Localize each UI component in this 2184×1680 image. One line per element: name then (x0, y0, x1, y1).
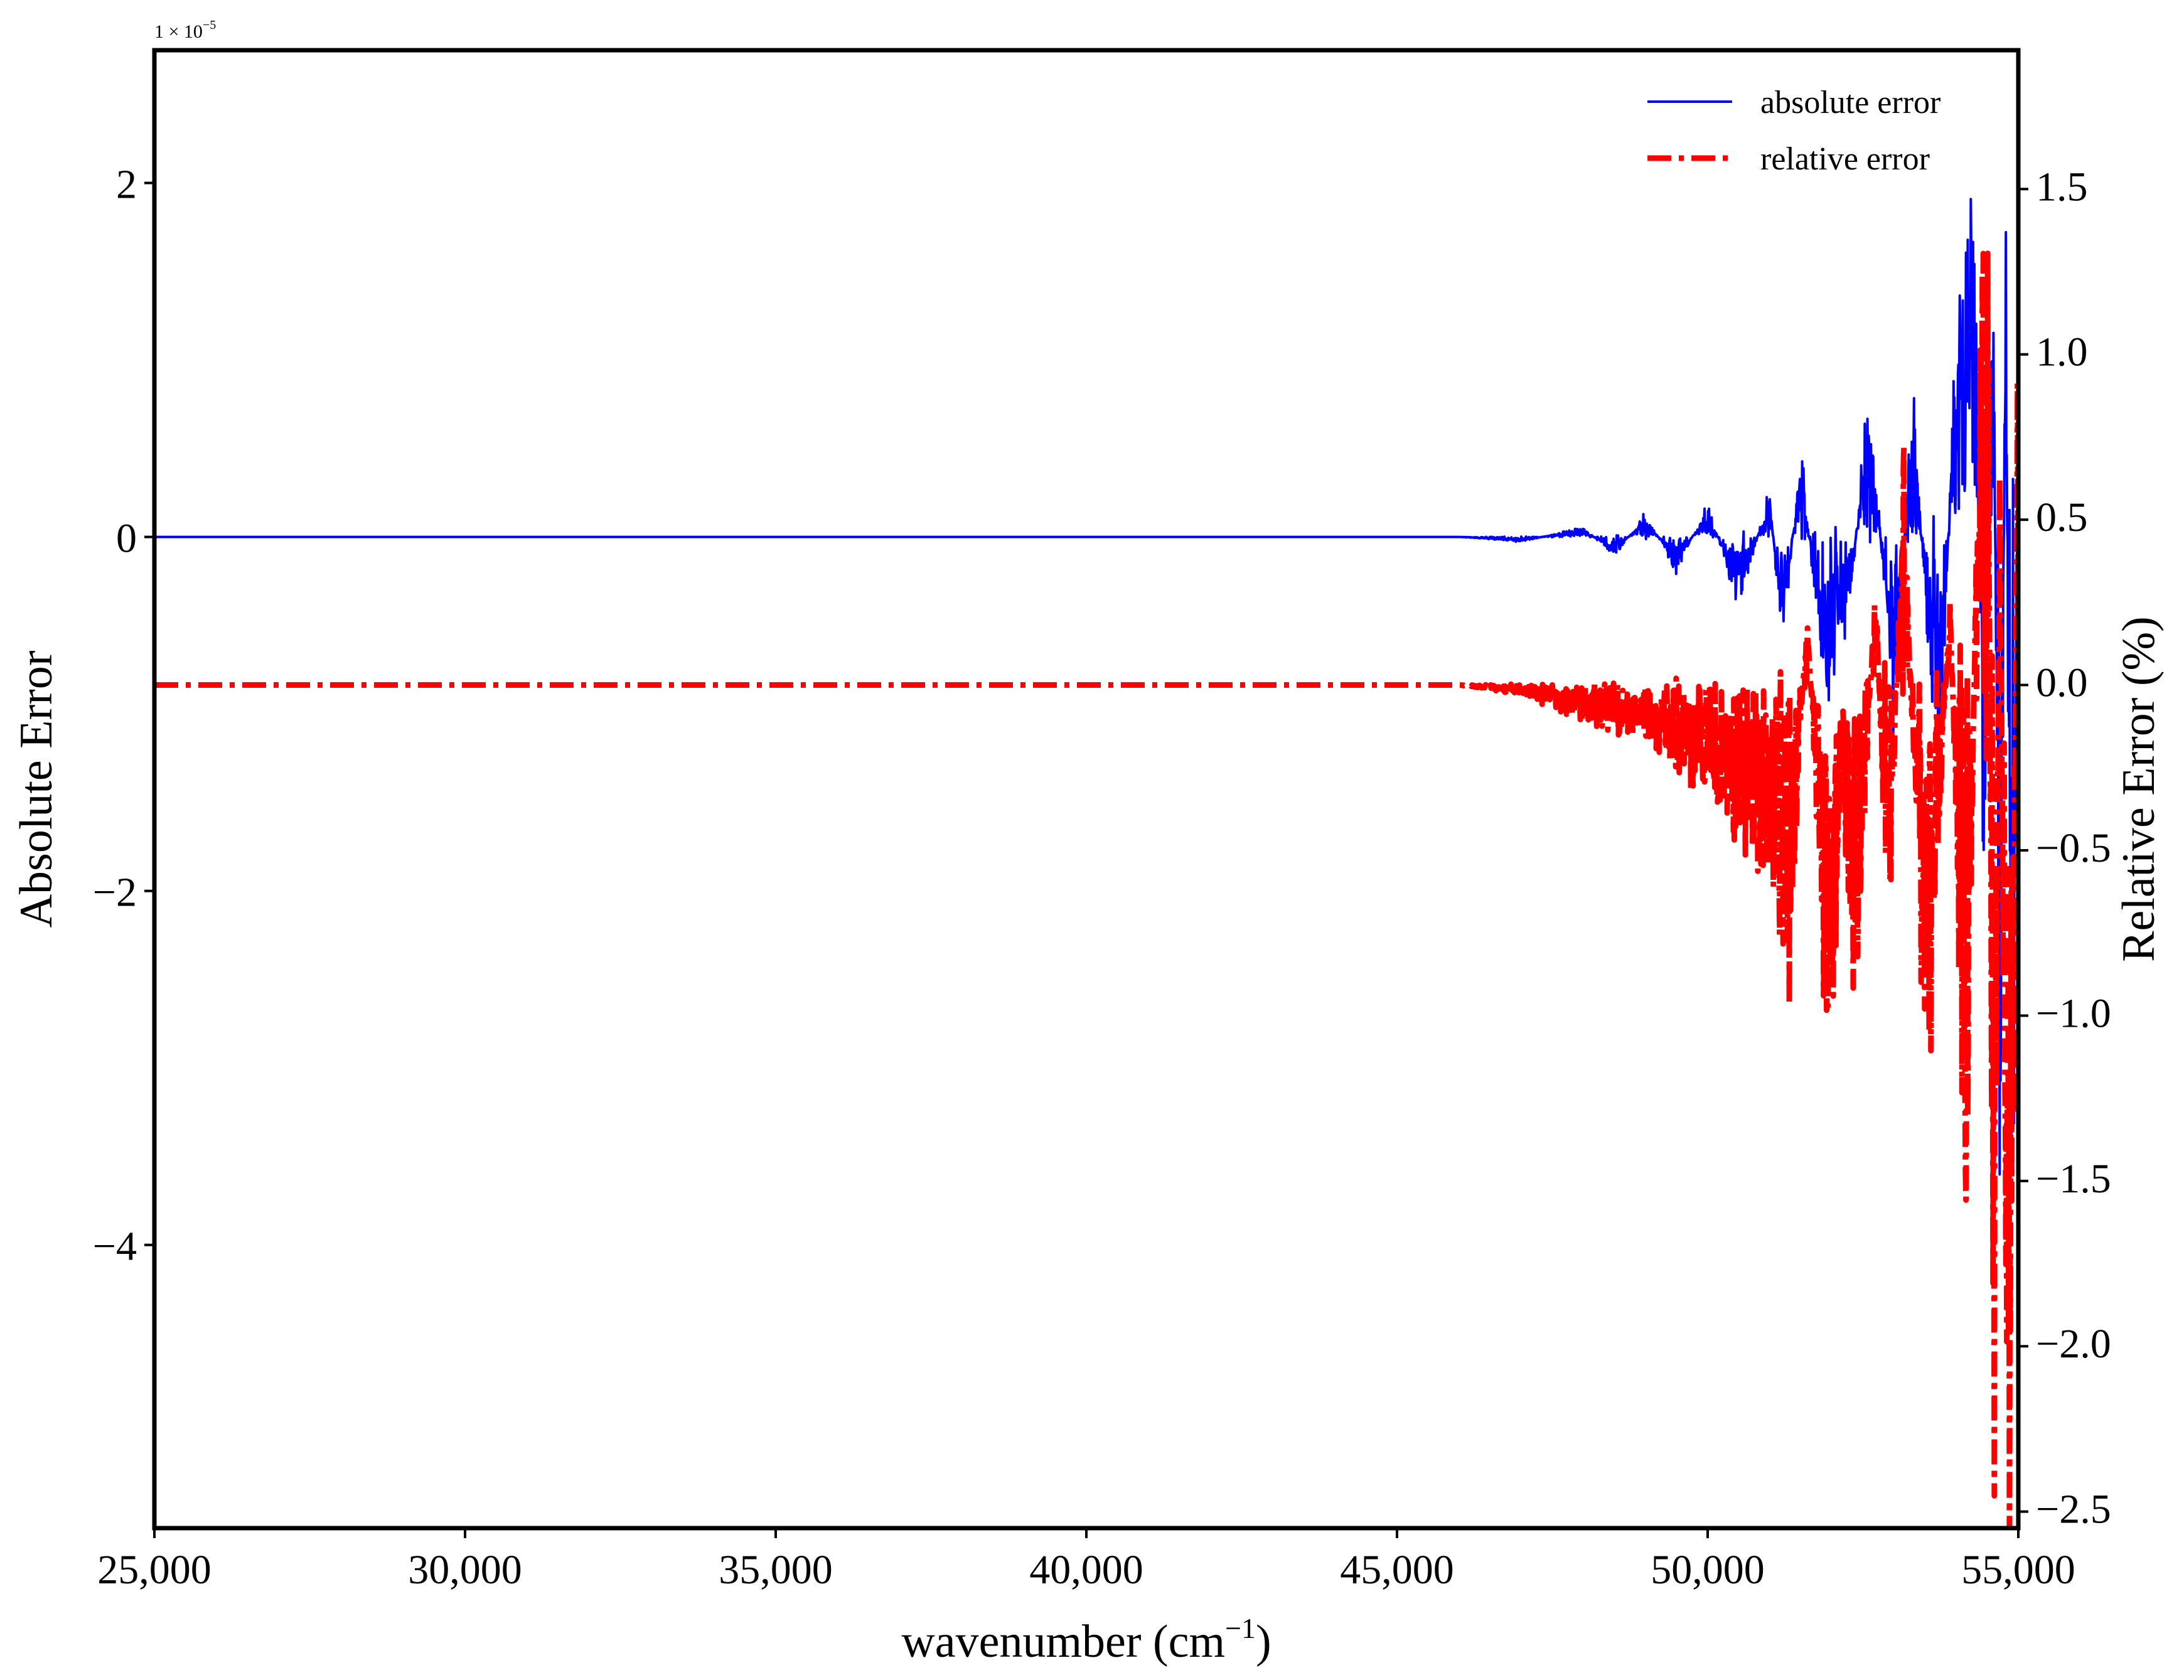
y-tick-label-left: 2 (116, 162, 137, 208)
x-tick-label: 55,000 (1961, 1547, 2075, 1593)
legend-label-absolute-error: absolute error (1760, 85, 1940, 120)
y-axis-left: −4 −2 0 2 (93, 162, 154, 1270)
x-tick-label: 50,000 (1651, 1547, 1765, 1593)
x-axis-title: wavenumber (cm−1) (901, 1612, 1271, 1667)
y-tick-label-right: 1.0 (2036, 329, 2088, 375)
y-tick-label-left: 0 (116, 516, 137, 562)
y-tick-label-right: −1.5 (2036, 1156, 2111, 1202)
y-axis-title-right: Relative Error (%) (2113, 616, 2165, 962)
x-axis: 25,000 30,000 35,000 40,000 45,000 50,000 55,0… (97, 1528, 2075, 1593)
y-axis-right: −2.5 −2.0 −1.5 −1.0 −0.5 0.0 0.5 1.0 1.5 (2018, 164, 2111, 1533)
y-tick-label-right: 0.5 (2036, 495, 2088, 540)
y-tick-label-left: −2 (93, 870, 137, 916)
series-line-absolute-error (154, 198, 2018, 1176)
x-tick-label: 45,000 (1340, 1547, 1454, 1593)
x-tick-label: 25,000 (97, 1547, 211, 1593)
y-tick-label-right: −2.0 (2036, 1321, 2111, 1367)
y-tick-label-right: −0.5 (2036, 825, 2111, 871)
y-axis-offset-label: 1 × 10−5 (154, 18, 216, 42)
y-tick-label-right: 1.5 (2036, 164, 2088, 210)
y-tick-label-right: 0.0 (2036, 660, 2088, 706)
x-tick-label: 30,000 (408, 1547, 522, 1593)
y-axis-title-left: Absolute Error (11, 651, 62, 928)
x-tick-label: 35,000 (719, 1547, 833, 1593)
x-tick-label: 40,000 (1029, 1547, 1143, 1593)
y-tick-label-left: −4 (93, 1224, 137, 1270)
series-line-relative-error (154, 250, 2018, 1528)
y-tick-label-right: −1.0 (2036, 990, 2111, 1036)
series-layer (154, 198, 2018, 1528)
y-tick-label-right: −2.5 (2036, 1487, 2111, 1533)
legend: absolute error relative error (1647, 85, 1940, 177)
legend-label-relative-error: relative error (1760, 141, 1930, 177)
